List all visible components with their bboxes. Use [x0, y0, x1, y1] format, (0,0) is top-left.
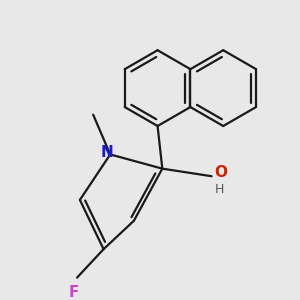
- Text: N: N: [101, 145, 114, 160]
- Text: O: O: [214, 165, 227, 180]
- Text: F: F: [69, 285, 80, 300]
- Text: H: H: [214, 183, 224, 196]
